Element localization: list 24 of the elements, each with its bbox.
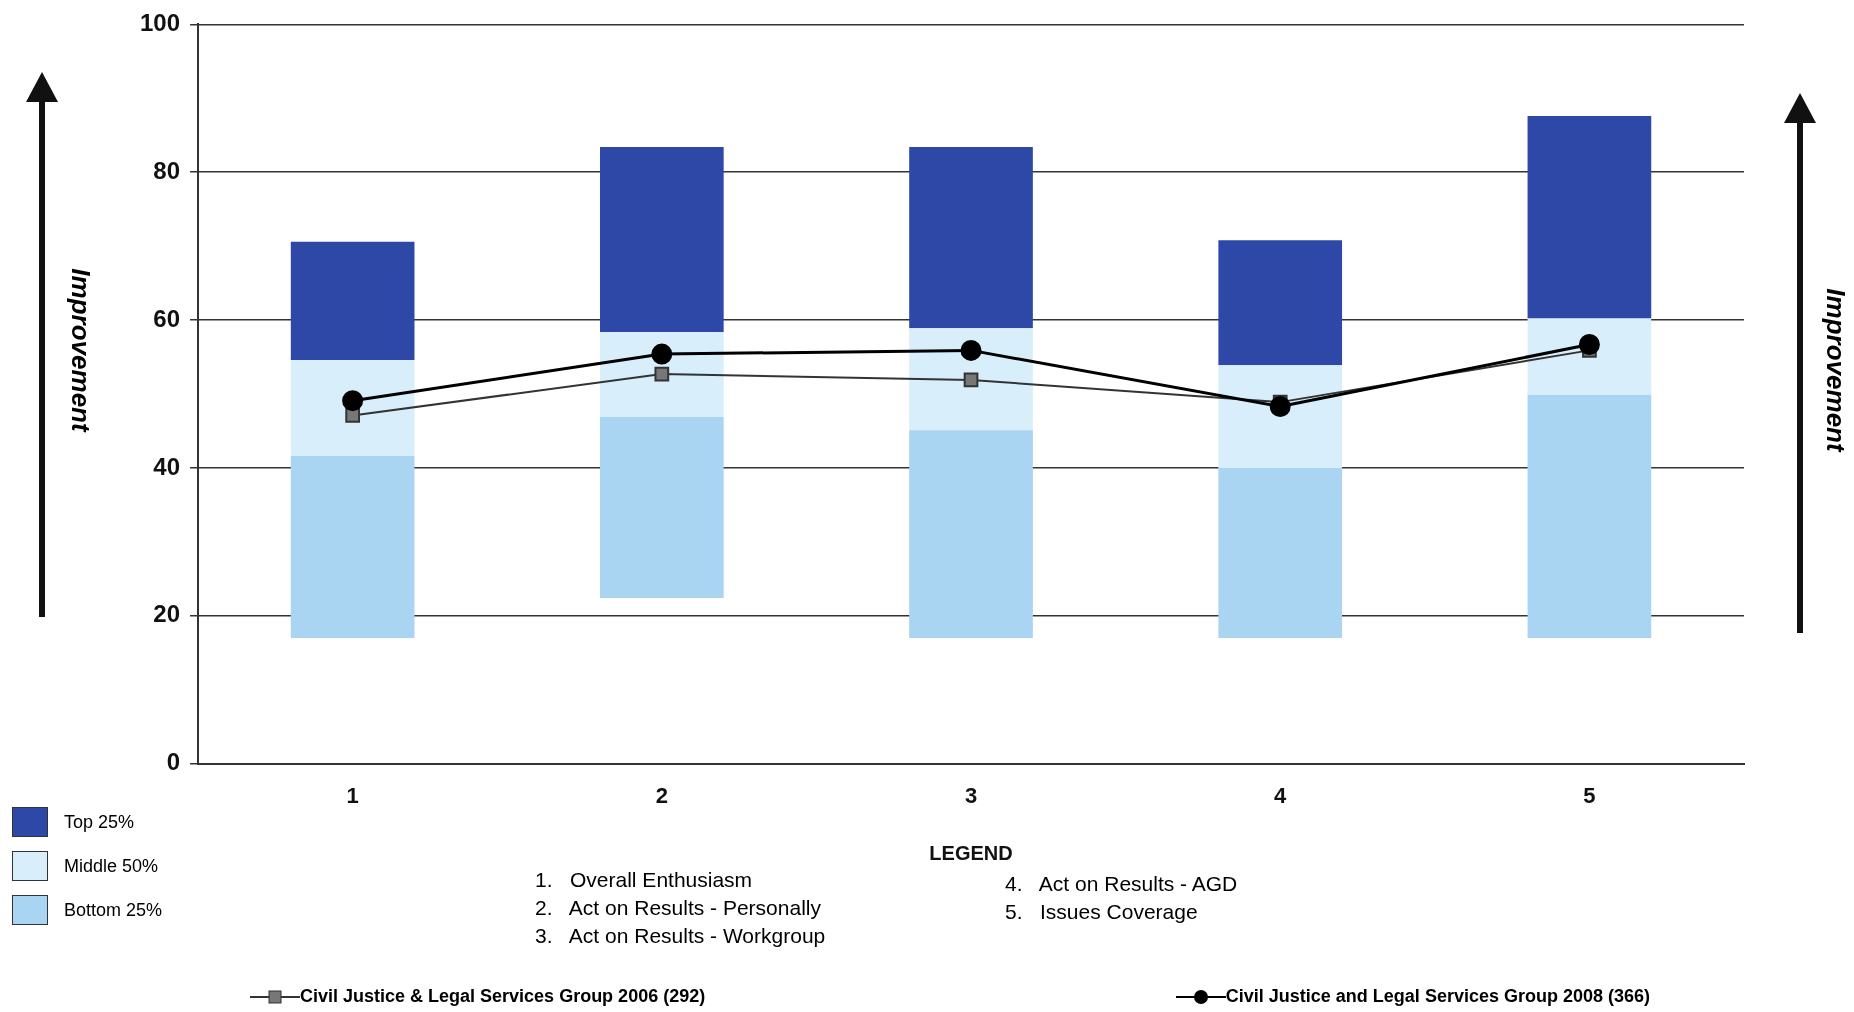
legend-label: Civil Justice & Legal Services Group 2006 (292) (299, 986, 706, 1007)
y-tick-label: 40 (153, 452, 181, 480)
x-tick-label: 3 (964, 782, 978, 808)
y-tick-label: 20 (153, 600, 181, 628)
y-tick-label: 0 (166, 748, 181, 776)
text: 1. Overall Enthusiasm (535, 868, 754, 893)
y-tick-label: 60 (153, 304, 181, 332)
y-tick-label: 80 (153, 156, 181, 184)
x-tick-label: 1 (346, 782, 359, 808)
legend-label: Civil Justice and Legal Services Group 2008 (366) (1224, 986, 1650, 1007)
y2-axis-title: Improvement (1819, 288, 1851, 452)
text: 4. Act on Results - AGD (1005, 872, 1239, 897)
x-tick-label: 5 (1583, 782, 1596, 808)
x-tick-label: 2 (655, 782, 668, 808)
y-axis-title: Improvement (64, 268, 96, 432)
legend-label: Bottom 25% (63, 898, 163, 922)
x-tick-label: 4 (1274, 782, 1288, 808)
text: 5. Issues Coverage (1005, 900, 1199, 925)
x-axis-title: LEGEND (929, 841, 1013, 864)
text: 2. Act on Results - Personally (535, 896, 822, 921)
y-tick-label: 100 (140, 9, 181, 37)
legend-label: Middle 50% (63, 854, 160, 878)
legend-label: Top 25% (63, 810, 136, 834)
text: 3. Act on Results - Workgroup (535, 924, 826, 947)
